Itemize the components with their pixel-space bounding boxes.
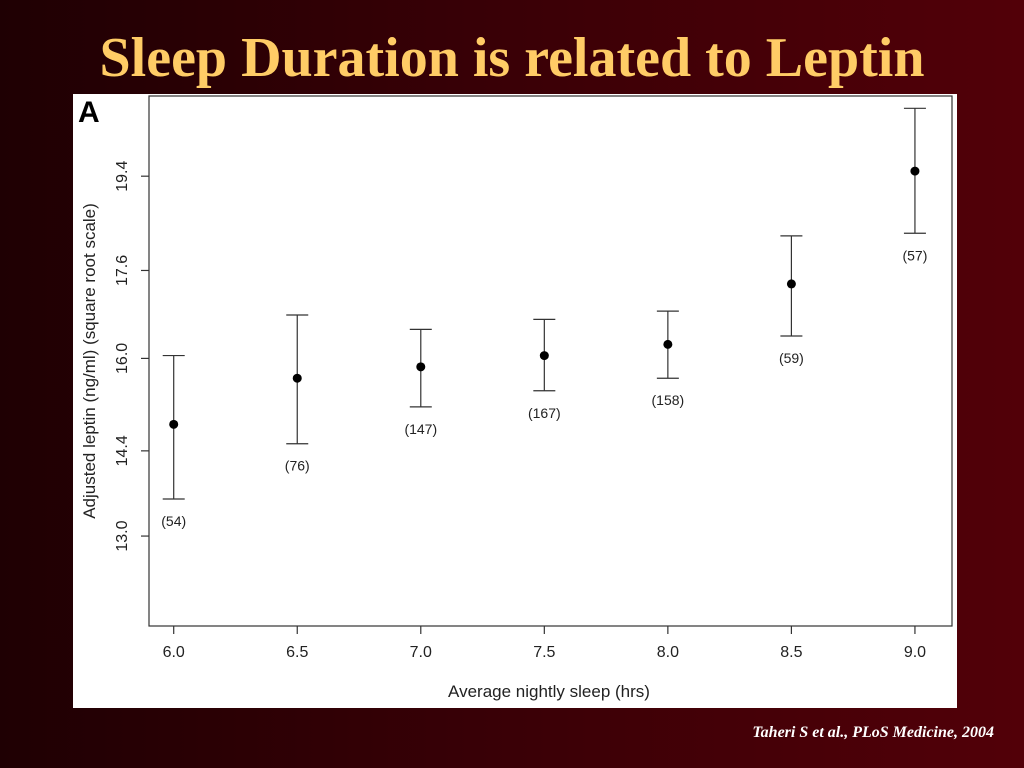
y-tick-label: 14.4: [114, 435, 131, 466]
leptin-chart: A 13.0 14.4 16.0 17.6 19.4 6.0 6.5 7.0 7.5 8.0 8.…: [78, 95, 953, 701]
sample-size-label: (76): [285, 458, 310, 474]
data-point: [663, 339, 673, 349]
panel-letter: A: [78, 96, 100, 129]
y-tick-label: 13.0: [114, 520, 131, 551]
x-axis-label: Average nightly sleep (hrs): [448, 682, 650, 701]
data-point: [169, 419, 179, 429]
sample-size-label: (57): [902, 247, 927, 263]
x-tick-label: 7.5: [533, 644, 555, 661]
x-tick-label: 6.0: [163, 644, 185, 661]
y-tick-label: 16.0: [114, 343, 131, 374]
sample-size-label: (158): [652, 392, 685, 408]
data-point: [786, 279, 796, 289]
x-axis: 6.0 6.5 7.0 7.5 8.0 8.5 9.0: [163, 626, 926, 661]
citation: Taheri S et al., PLoS Medicine, 2004: [752, 724, 994, 741]
slide-title: Sleep Duration is related to Leptin: [99, 27, 925, 89]
y-tick-label: 19.4: [114, 161, 131, 192]
data-point: [416, 362, 426, 372]
x-tick-label: 8.0: [657, 644, 679, 661]
sample-size-label: (167): [528, 405, 561, 421]
data-point: [910, 166, 920, 176]
x-tick-label: 6.5: [286, 644, 308, 661]
y-axis-label: Adjusted leptin (ng/ml) (square root sca…: [80, 203, 99, 519]
y-tick-label: 17.6: [114, 255, 131, 286]
sample-size-label: (147): [404, 421, 437, 437]
plot-frame: [148, 95, 953, 627]
data-points: (54) (76) (147) (167) (158) (59) (57): [161, 107, 927, 529]
data-point: [292, 373, 302, 383]
x-tick-label: 8.5: [780, 644, 802, 661]
x-tick-label: 7.0: [410, 644, 432, 661]
sample-size-label: (54): [161, 513, 186, 529]
x-tick-label: 9.0: [904, 644, 926, 661]
data-point: [539, 351, 549, 361]
sample-size-label: (59): [779, 350, 804, 366]
y-axis: 13.0 14.4 16.0 17.6 19.4: [114, 161, 149, 552]
plot-panel: A 13.0 14.4 16.0 17.6 19.4 6.0 6.5 7.0 7.5 8.0 8.…: [73, 94, 957, 708]
